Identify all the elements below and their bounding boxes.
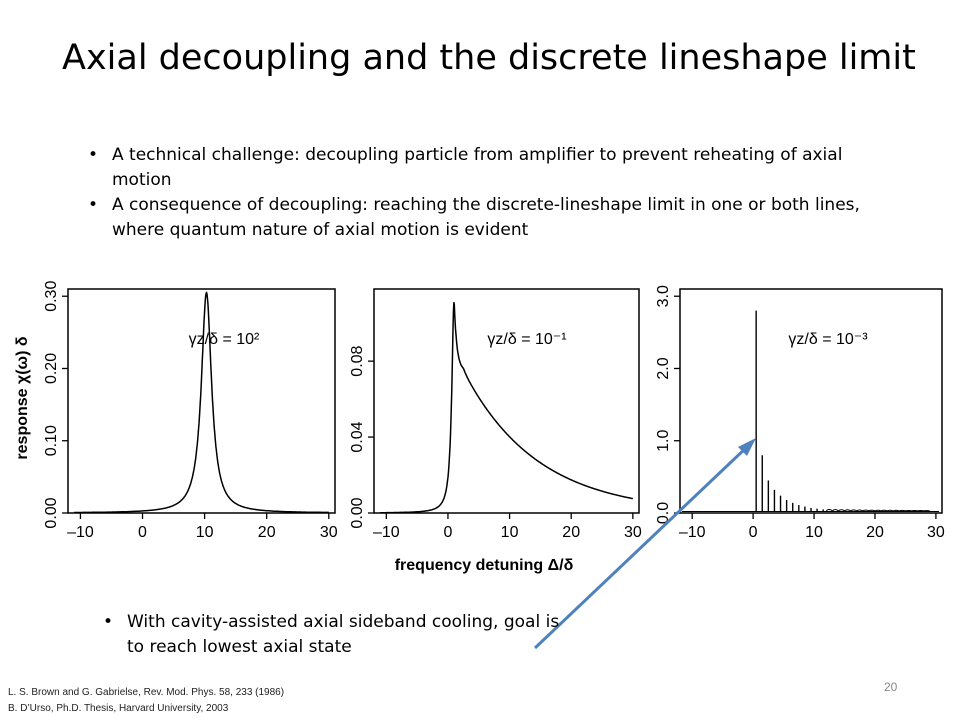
y-axis-label-text: response χ(ω) δ [14,336,31,459]
references: L. S. Brown and G. Gabrielse, Rev. Mod. … [8,685,284,717]
plot-frame [67,288,336,514]
y-tick-label: 0.08 [349,345,366,376]
panel-annotation: γz/δ = 10⁻¹ [487,331,566,348]
x-tick-label: –10 [373,524,400,541]
x-tick-label: 10 [805,524,823,541]
response-curve [380,302,633,514]
slide-title: Axial decoupling and the discrete linesh… [62,38,916,78]
panel-annotation: γz/δ = 10⁻³ [788,331,868,348]
x-tick-label: 30 [624,524,642,541]
page-number: 20 [884,680,898,694]
bullet-list: A technical challenge: decoupling partic… [88,143,898,243]
y-tick-label: 2.0 [655,357,672,379]
y-tick-label: 0.04 [349,421,366,452]
x-tick-label: 30 [927,524,945,541]
plot-frame [679,288,943,514]
reference-line: L. S. Brown and G. Gabrielse, Rev. Mod. … [8,687,285,698]
x-tick-label: –10 [67,524,94,541]
y-tick-label: 0.00 [349,497,366,528]
y-tick-label: 3.0 [655,285,672,307]
y-axis-label: response χ(ω) δ [14,336,31,459]
x-tick-label: 0 [749,524,758,541]
bullet-item: A consequence of decoupling: reaching th… [88,193,898,243]
x-tick-label: 10 [196,524,214,541]
x-axis-label-text: frequency detuning Δ/δ [395,557,574,574]
x-axis-label: frequency detuning Δ/δ [395,557,574,574]
x-tick-label: 30 [320,524,338,541]
chart-panel-2: –10 0 10 20 30 0.00 0.04 0.08 γz/δ = 10⁻¹ [349,288,642,541]
y-tick-label: 0.20 [43,353,60,384]
y-tick-label: 0.0 [655,502,672,524]
y-tick-label: 0.10 [43,425,60,456]
x-tick-label: 20 [258,524,276,541]
bottom-bullet-list: With cavity-assisted axial sideband cool… [103,610,563,660]
x-tick-label: 20 [562,524,580,541]
bullet-item: With cavity-assisted axial sideband cool… [103,610,563,660]
x-tick-label: 20 [866,524,884,541]
bullet-item: A technical challenge: decoupling partic… [88,143,898,193]
x-tick-label: 10 [501,524,519,541]
reference-line: B. D’Urso, Ph.D. Thesis, Harvard Univers… [8,703,229,714]
chart-panel-3: –10 0 10 20 30 0.0 1.0 2.0 3.0 γz/δ = 10⁻³ [655,285,945,541]
decaying-tail [825,509,930,512]
chart-panel-1: –10 0 10 20 30 0.00 0.10 0.20 0.30 γz/δ = 10² [43,281,338,541]
plot-frame [373,288,640,514]
panel-annotation: γz/δ = 10² [189,331,260,348]
x-tick-label: –10 [679,524,706,541]
y-tick-label: 0.00 [43,497,60,528]
pointer-arrow [533,438,756,650]
x-tick-label: 0 [444,524,453,541]
y-tick-label: 0.30 [43,281,60,312]
response-curve [74,291,329,514]
x-tick-label: 0 [138,524,147,541]
y-tick-label: 1.0 [655,430,672,452]
